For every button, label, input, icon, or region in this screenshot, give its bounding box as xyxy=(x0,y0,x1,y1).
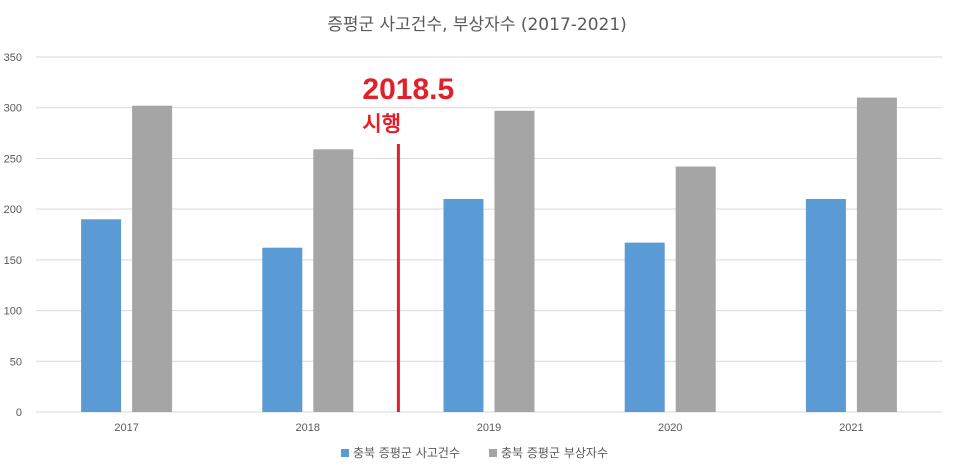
annotation-label: 2018.5 xyxy=(362,73,454,106)
y-tick-label: 100 xyxy=(4,306,22,318)
bars xyxy=(81,97,897,413)
legend-swatch xyxy=(489,449,497,457)
annotation-sublabel: 시행 xyxy=(362,112,401,136)
legend: 충북 증평군 사고건수 충북 증평군 부상자수 xyxy=(341,446,608,460)
bar-accidents-2017 xyxy=(81,219,122,412)
bar-injuries-2021 xyxy=(856,97,897,413)
bar-accidents-2019 xyxy=(443,199,484,412)
bar-accidents-2021 xyxy=(805,199,846,412)
bar-injuries-2018 xyxy=(313,149,354,413)
y-tick-label: 0 xyxy=(16,407,22,419)
y-tick-label: 150 xyxy=(4,255,22,267)
y-tick-label: 250 xyxy=(4,153,22,165)
y-tick-label: 300 xyxy=(4,103,22,115)
legend-swatch xyxy=(341,449,349,457)
x-tick-label: 2020 xyxy=(658,422,682,434)
bar-injuries-2017 xyxy=(132,105,173,412)
bar-accidents-2018 xyxy=(262,247,303,412)
bar-injuries-2019 xyxy=(494,110,535,412)
x-axis: 2017 2018 2019 2020 2021 xyxy=(114,422,863,434)
chart-title: 증평군 사고건수, 부상자수 (2017-2021) xyxy=(327,15,627,35)
grid xyxy=(36,56,942,362)
y-tick-label: 50 xyxy=(10,356,22,368)
x-tick-label: 2021 xyxy=(839,422,863,434)
x-tick-label: 2019 xyxy=(477,422,501,434)
legend-label: 충북 증평군 부상자수 xyxy=(501,446,608,460)
bar-injuries-2020 xyxy=(675,166,716,412)
annotation: 2018.5 시행 xyxy=(362,73,454,412)
bar-accidents-2020 xyxy=(624,242,665,412)
y-tick-label: 350 xyxy=(4,52,22,64)
y-tick-label: 200 xyxy=(4,204,22,216)
x-tick-label: 2018 xyxy=(296,422,320,434)
legend-label: 충북 증평군 사고건수 xyxy=(353,446,460,460)
y-axis: 0 50 100 150 200 250 300 350 xyxy=(4,52,22,419)
x-tick-label: 2017 xyxy=(114,422,138,434)
